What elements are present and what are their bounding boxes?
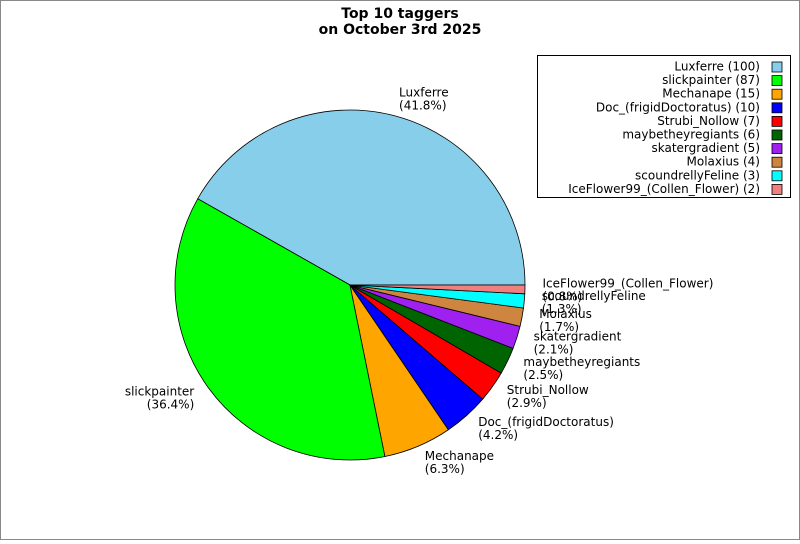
slice-value-label: (1.7%) — [539, 320, 579, 334]
chart-title: Top 10 taggers — [341, 6, 458, 22]
slice-value-label: (6.3%) — [425, 462, 465, 476]
slice-label: slickpainter — [125, 385, 194, 399]
slice-value-label: (2.1%) — [534, 342, 574, 356]
pie-slice — [174, 198, 386, 461]
legend-label: Strubi_Nollow (7) — [657, 114, 760, 128]
slice-label: Molaxius — [539, 307, 592, 321]
legend-swatch — [771, 88, 783, 100]
legend-swatch — [771, 170, 783, 182]
legend-label: Doc_(frigidDoctoratus) (10) — [596, 100, 760, 114]
legend-label: IceFlower99_(Collen_Flower) (2) — [568, 182, 760, 196]
legend-label: Luxferre (100) — [674, 60, 760, 74]
legend-label: slickpainter (87) — [662, 73, 760, 87]
slice-label: scoundrellyFeline — [542, 289, 646, 303]
legend-box — [537, 55, 791, 198]
slice-value-label: (41.8%) — [399, 98, 446, 112]
legend-swatch — [771, 75, 783, 86]
slice-value-label: (1.3%) — [542, 302, 582, 316]
legend-label: maybetheyregiants (6) — [622, 128, 760, 142]
slice-label: IceFlower99_(Collen_Flower) — [542, 276, 713, 290]
legend-label: Molaxius (4) — [687, 155, 761, 169]
chart-title: on October 3rd 2025 — [319, 22, 482, 38]
slice-value-label: (2.9%) — [507, 396, 547, 410]
slice-label: maybetheyregiants — [523, 355, 640, 369]
pie-slice — [197, 109, 526, 286]
slice-label: skatergradient — [534, 329, 622, 343]
legend-label: Mechanape (15) — [662, 87, 760, 101]
slice-label: Luxferre — [399, 85, 449, 99]
slice-label: Mechanape — [425, 449, 494, 463]
slice-label: Doc_(frigidDoctoratus) — [478, 415, 614, 429]
slice-value-label: (0.8%) — [542, 289, 582, 303]
slice-value-label: (4.2%) — [478, 428, 518, 442]
legend-swatch — [771, 116, 783, 127]
slice-value-label: (36.4%) — [147, 398, 194, 412]
legend-swatch — [771, 156, 783, 168]
slice-label: Strubi_Nollow — [507, 383, 589, 397]
legend-label: scoundrellyFeline (3) — [635, 168, 760, 182]
legend-swatch — [771, 61, 783, 73]
legend-swatch — [771, 143, 783, 155]
legend-swatch — [771, 102, 783, 114]
pie-slice — [349, 284, 526, 295]
slice-value-label: (2.5%) — [523, 368, 563, 382]
legend-swatch — [771, 129, 783, 141]
legend-label: skatergradient (5) — [651, 141, 760, 155]
legend-swatch — [771, 183, 783, 195]
